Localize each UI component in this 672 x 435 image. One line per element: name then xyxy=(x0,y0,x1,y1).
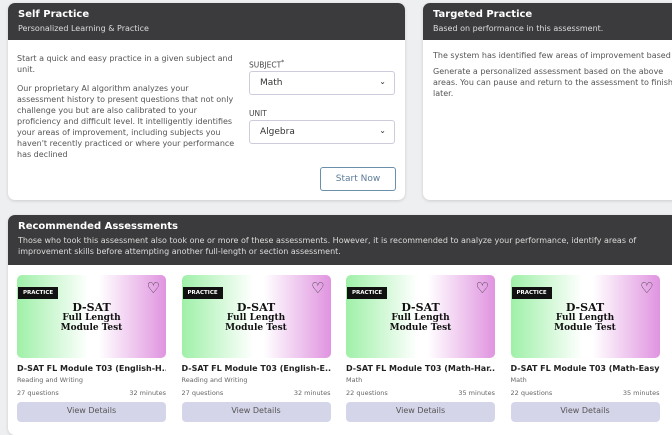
heart-icon[interactable]: ♡ xyxy=(311,279,325,297)
chevron-down-icon: ⌄ xyxy=(379,126,386,135)
view-details-button[interactable]: View Details xyxy=(510,402,660,422)
heart-icon[interactable]: ♡ xyxy=(640,279,654,297)
heart-icon[interactable]: ♡ xyxy=(475,279,489,297)
self-practice-card: Self Practice Personalized Learning & Pr… xyxy=(8,3,405,200)
duration: 32 minutes xyxy=(129,389,166,397)
question-count: 27 questions xyxy=(17,389,59,397)
practice-badge: PRACTICE xyxy=(18,287,59,299)
chevron-down-icon: ⌄ xyxy=(379,77,386,86)
assessment-thumbnail: PRACTICE ♡ D-SAT Full Length Module Test xyxy=(346,275,495,358)
assessment-thumbnail: PRACTICE ♡ D-SAT Full Length Module Test xyxy=(17,275,166,358)
thumbnail-line1: D-SAT xyxy=(72,301,111,314)
thumbnail-line2: Full Length xyxy=(62,313,121,323)
thumbnail-line1: D-SAT xyxy=(236,301,276,314)
thumbnail-line1: D-SAT xyxy=(401,301,440,314)
duration: 32 minutes xyxy=(293,389,331,397)
assessment-subject: Reading and Writing xyxy=(17,376,83,384)
targeted-practice-title: Targeted Practice xyxy=(433,9,533,20)
unit-value: Algebra xyxy=(260,127,295,137)
assessment-thumbnail: PRACTICE ♡ D-SAT Full Length Module Test xyxy=(510,275,660,358)
assessment-title[interactable]: D-SAT FL Module T03 (English-E... xyxy=(181,364,331,373)
question-count: 22 questions xyxy=(346,389,388,397)
unit-label: UNIT xyxy=(249,109,267,118)
assessment-thumbnail: PRACTICE ♡ D-SAT Full Length Module Test xyxy=(181,275,331,358)
start-now-button[interactable]: Start Now xyxy=(320,167,396,191)
assessment-card[interactable]: PRACTICE ♡ D-SAT Full Length Module Test D… xyxy=(17,275,166,422)
question-count: 27 questions xyxy=(181,389,224,397)
thumbnail-line2: Full Length xyxy=(391,313,450,323)
recommended-assessments-card: Recommended Assessments Those who took t… xyxy=(8,215,672,435)
assessment-title[interactable]: D-SAT FL Module T03 (Math-Har... xyxy=(346,364,495,373)
practice-badge: PRACTICE xyxy=(347,287,388,299)
targeted-line2: Generate a personalized assessment based… xyxy=(433,67,672,98)
thumbnail-line3: Module Test xyxy=(554,323,616,333)
self-practice-title: Self Practice xyxy=(18,9,90,20)
view-details-button[interactable]: View Details xyxy=(181,402,331,422)
assessment-card[interactable]: PRACTICE ♡ D-SAT Full Length Module Test D… xyxy=(510,275,660,422)
subject-label: SUBJECT xyxy=(249,60,282,70)
subject-value: Math xyxy=(260,78,283,88)
heart-icon[interactable]: ♡ xyxy=(146,279,160,297)
view-details-button[interactable]: View Details xyxy=(346,402,495,422)
question-count: 22 questions xyxy=(510,389,553,397)
duration: 35 minutes xyxy=(622,389,660,397)
targeted-practice-header: Targeted Practice Based on performance i… xyxy=(423,3,672,40)
assessment-subject: Math xyxy=(510,376,527,384)
recommended-header: Recommended Assessments Those who took t… xyxy=(8,215,672,265)
practice-badge: PRACTICE xyxy=(182,287,223,299)
assessment-card[interactable]: PRACTICE ♡ D-SAT Full Length Module Test D… xyxy=(181,275,331,422)
thumbnail-line2: Full Length xyxy=(226,313,286,323)
view-details-button[interactable]: View Details xyxy=(17,402,166,422)
thumbnail-line3: Module Test xyxy=(225,323,287,333)
targeted-line1: The system has identified few areas of i… xyxy=(433,51,671,60)
thumbnail-line1: D-SAT xyxy=(565,301,605,314)
subject-select[interactable]: Math ⌄ xyxy=(249,71,395,95)
targeted-practice-card: Targeted Practice Based on performance i… xyxy=(423,3,672,200)
thumbnail-line3: Module Test xyxy=(60,323,123,333)
assessment-subject: Math xyxy=(346,376,363,384)
duration: 35 minutes xyxy=(458,389,495,397)
thumbnail-line3: Module Test xyxy=(389,323,452,333)
recommended-title: Recommended Assessments xyxy=(18,221,178,232)
recommended-subtitle: Those who took this assessment also took… xyxy=(18,236,637,256)
assessment-subject: Reading and Writing xyxy=(181,376,248,384)
assessment-title[interactable]: D-SAT FL Module T03 (English-H... xyxy=(17,364,166,373)
targeted-practice-subtitle: Based on performance in this assessment. xyxy=(433,24,604,33)
self-practice-header: Self Practice Personalized Learning & Pr… xyxy=(8,3,405,40)
self-practice-subtitle: Personalized Learning & Practice xyxy=(18,24,149,33)
unit-select[interactable]: Algebra ⌄ xyxy=(249,120,395,144)
self-practice-description: Our proprietary AI algorithm analyzes yo… xyxy=(17,84,235,159)
self-practice-intro: Start a quick and easy practice in a giv… xyxy=(17,54,233,74)
assessment-title[interactable]: D-SAT FL Module T03 (Math-Easy) xyxy=(510,364,660,373)
assessment-card[interactable]: PRACTICE ♡ D-SAT Full Length Module Test D… xyxy=(346,275,495,422)
required-mark: * xyxy=(281,59,285,66)
practice-badge: PRACTICE xyxy=(511,287,552,299)
thumbnail-line2: Full Length xyxy=(555,313,615,323)
